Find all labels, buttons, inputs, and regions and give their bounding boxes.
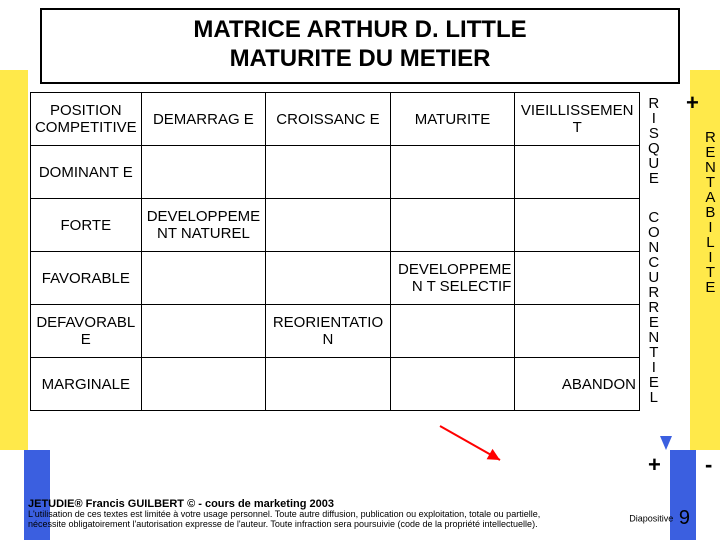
row-favorable: FAVORABLE DEVELOPPEMEN T SELECTIF <box>31 252 640 305</box>
vertical-label-rentabilite: RENTABILITE <box>705 130 716 295</box>
cell <box>141 358 266 411</box>
footer-disclaimer-2: nécessite obligatoirement l'autorisation… <box>28 520 610 530</box>
cell <box>515 305 640 358</box>
col-header-demarrage: DEMARRAG E <box>141 93 266 146</box>
cell <box>390 146 515 199</box>
plus-bottom: + <box>648 452 661 478</box>
col-header-croissance: CROISSANC E <box>266 93 391 146</box>
cell <box>141 252 266 305</box>
cell <box>515 252 640 305</box>
slide-number-label: Diapositive <box>629 514 673 524</box>
row-defavorable: DEFAVORABL E REORIENTATIO N <box>31 305 640 358</box>
cell <box>390 358 515 411</box>
cell <box>266 146 391 199</box>
cell <box>266 358 391 411</box>
row-label-defavorable: DEFAVORABL E <box>31 305 142 358</box>
col-header-vieillissement: VIEILLISSEMENT <box>515 93 640 146</box>
yellow-band-left <box>0 70 28 450</box>
row-label-forte: FORTE <box>31 199 142 252</box>
row-forte: FORTE DEVELOPPEMENT NATUREL <box>31 199 640 252</box>
slide-number: Diapositive 9 <box>629 507 690 530</box>
title-line-1: MATRICE ARTHUR D. LITTLE <box>193 16 526 43</box>
plus-top: + <box>686 90 699 116</box>
row-label-dominante: DOMINANT E <box>31 146 142 199</box>
slide-number-value: 9 <box>679 507 690 529</box>
cell <box>390 199 515 252</box>
cell <box>141 146 266 199</box>
page-title: MATRICE ARTHUR D. LITTLE MATURITE DU MET… <box>40 8 680 84</box>
vertical-label-risque: RISQUE <box>648 96 660 186</box>
cell-reorientation: REORIENTATIO N <box>266 305 391 358</box>
cell-dev-selectif: DEVELOPPEMEN T SELECTIF <box>390 252 515 305</box>
cell <box>515 199 640 252</box>
title-line-2: MATURITE DU METIER <box>230 45 491 72</box>
vertical-label-concurrentiel: CONCURRENTIEL <box>648 210 660 405</box>
col-header-maturite: MATURITE <box>390 93 515 146</box>
footer: JETUDIE® Francis GUILBERT © - cours de m… <box>28 498 610 530</box>
row-header-cell: POSITION COMPETITIVE <box>31 93 142 146</box>
adl-matrix: POSITION COMPETITIVE DEMARRAG E CROISSAN… <box>30 92 640 411</box>
cell <box>390 305 515 358</box>
cell <box>141 305 266 358</box>
cell-dev-naturel: DEVELOPPEMENT NATUREL <box>141 199 266 252</box>
cell-abandon: ABANDON <box>515 358 640 411</box>
cell <box>266 199 391 252</box>
cell <box>515 146 640 199</box>
dash-bottom: - <box>705 452 712 478</box>
row-marginale: MARGINALE ABANDON <box>31 358 640 411</box>
row-label-favorable: FAVORABLE <box>31 252 142 305</box>
header-row: POSITION COMPETITIVE DEMARRAG E CROISSAN… <box>31 93 640 146</box>
row-dominante: DOMINANT E <box>31 146 640 199</box>
arrow-down-blue-icon <box>660 436 672 450</box>
row-label-marginale: MARGINALE <box>31 358 142 411</box>
cell <box>266 252 391 305</box>
